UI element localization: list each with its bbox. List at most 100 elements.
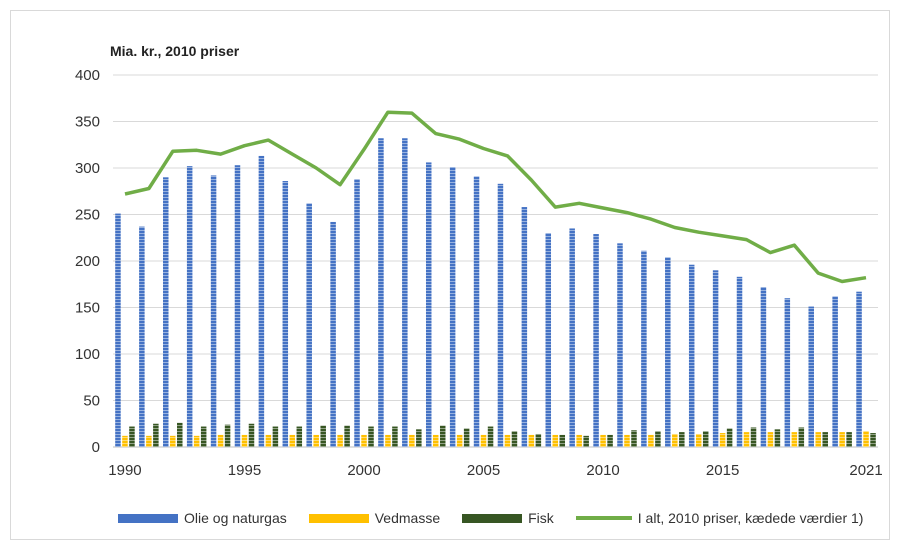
bar-vedmasse-1995	[241, 434, 248, 447]
y-tick-labels: 0 50 100 150 200 250 300 350 400	[75, 67, 100, 456]
bar-olie-og-naturgas-1991	[139, 226, 145, 447]
bar-fisk-2008	[559, 434, 566, 447]
bar-fisk-1994	[224, 424, 231, 447]
bar-olie-og-naturgas-2002	[402, 138, 408, 448]
y-tick-label: 200	[75, 253, 100, 270]
x-tick-label: 2010	[586, 462, 619, 479]
bar-olie-og-naturgas-2016	[736, 276, 743, 447]
bar-fisk-2020	[846, 432, 852, 447]
bar-olie-og-naturgas-2010	[593, 234, 599, 447]
bar-fisk-1993	[200, 426, 207, 447]
x-tick-label: 2015	[706, 462, 739, 479]
bar-olie-og-naturgas-1999	[330, 221, 336, 447]
bar-vedmasse-2004	[456, 434, 463, 447]
bar-fisk-2013	[679, 432, 685, 447]
bar-olie-og-naturgas-1994	[210, 175, 217, 447]
x-tick-label: 1990	[108, 462, 141, 479]
bar-vedmasse-2001	[385, 434, 391, 447]
bar-vedmasse-2008	[552, 434, 559, 447]
bar-olie-og-naturgas-2006	[497, 183, 504, 447]
bar-fisk-2004	[463, 428, 470, 447]
bar-olie-og-naturgas-1993	[186, 166, 193, 447]
bar-vedmasse-1999	[337, 434, 343, 447]
bar-olie-og-naturgas-2020	[832, 296, 838, 447]
bar-vedmasse-2021	[863, 431, 869, 447]
bar-olie-og-naturgas-2017	[760, 287, 767, 447]
legend-swatch-olie	[118, 513, 178, 523]
bar-fisk-2003	[439, 425, 446, 447]
legend-label-vedmasse: Vedmasse	[374, 510, 441, 526]
bar-olie-og-naturgas-2018	[784, 298, 791, 447]
bar-vedmasse-2005	[480, 434, 487, 447]
bar-olie-og-naturgas-2007	[521, 207, 528, 447]
bar-fisk-2007	[535, 433, 542, 447]
bar-vedmasse-2012	[648, 434, 654, 447]
bar-fisk-2009	[583, 435, 589, 447]
legend-swatch-total	[575, 516, 632, 520]
legend-item-olie: Olie og naturgas	[118, 510, 287, 526]
y-tick-label: 400	[75, 67, 100, 84]
y-tick-label: 0	[92, 439, 100, 456]
bar-fisk-1999	[344, 425, 350, 447]
bar-vedmasse-1990	[122, 435, 128, 447]
bar-olie-og-naturgas-1998	[306, 203, 312, 447]
bar-vedmasse-1992	[170, 435, 176, 447]
bar-fisk-1990	[129, 426, 135, 447]
bar-fisk-2016	[750, 427, 757, 447]
bar-vedmasse-2010	[600, 434, 606, 447]
bar-olie-og-naturgas-1990	[115, 213, 121, 447]
x-tick-label: 2021	[849, 462, 882, 479]
legend-swatch-fisk	[462, 513, 523, 523]
line-total	[124, 110, 867, 284]
bar-vedmasse-1997	[289, 434, 296, 447]
bar-vedmasse-1993	[193, 435, 200, 447]
bar-fisk-2017	[774, 429, 781, 447]
legend-item-total: I alt, 2010 priser, kædede værdier 1)	[575, 510, 864, 526]
bar-fisk-2015	[726, 428, 733, 447]
bar-fisk-1996	[272, 426, 279, 447]
bar-fisk-1991	[153, 423, 159, 447]
bar-fisk-2021	[870, 433, 876, 447]
bar-vedmasse-2009	[576, 434, 582, 447]
bar-olie-og-naturgas-2012	[641, 250, 647, 447]
bar-fisk-2012	[655, 431, 661, 447]
y-tick-label: 50	[83, 393, 100, 410]
bar-vedmasse-2007	[528, 434, 535, 447]
bar-olie-og-naturgas-2003	[425, 162, 432, 448]
bar-vedmasse-1991	[146, 435, 152, 447]
bar-vedmasse-2014	[695, 433, 702, 447]
bars	[115, 138, 876, 448]
y-unit-label: Mia. kr., 2010 priser	[110, 43, 240, 59]
legend-label-total: I alt, 2010 priser, kædede værdier 1)	[637, 510, 864, 526]
bar-vedmasse-2015	[719, 433, 726, 447]
bar-olie-og-naturgas-2004	[449, 167, 456, 447]
bar-olie-og-naturgas-2009	[569, 228, 575, 447]
bar-vedmasse-2011	[624, 434, 630, 447]
bar-olie-og-naturgas-2011	[617, 243, 623, 447]
y-tick-label: 250	[75, 207, 100, 224]
legend-label-fisk: Fisk	[528, 510, 554, 526]
bar-fisk-2002	[416, 429, 422, 447]
bar-fisk-1992	[177, 422, 183, 447]
bar-fisk-1995	[248, 423, 255, 447]
bar-olie-og-naturgas-2001	[378, 138, 384, 448]
bar-vedmasse-1994	[217, 434, 224, 447]
bar-fisk-2006	[511, 431, 518, 447]
bar-fisk-2001	[392, 426, 398, 447]
bar-olie-og-naturgas-1995	[234, 165, 241, 447]
bar-vedmasse-2016	[743, 432, 750, 447]
x-tick-label: 1995	[228, 462, 261, 479]
bar-vedmasse-2006	[504, 434, 511, 447]
bar-olie-og-naturgas-2008	[545, 233, 552, 447]
legend-item-vedmasse: Vedmasse	[308, 510, 441, 526]
bar-fisk-2018	[798, 427, 805, 447]
legend-item-fisk: Fisk	[462, 510, 554, 526]
bar-olie-og-naturgas-2021	[856, 291, 862, 447]
bar-fisk-2019	[822, 432, 828, 447]
bar-olie-og-naturgas-2014	[688, 264, 695, 447]
y-tick-label: 300	[75, 160, 100, 177]
bar-vedmasse-1998	[313, 434, 319, 447]
bar-olie-og-naturgas-2013	[665, 257, 671, 447]
total-line	[124, 110, 867, 284]
